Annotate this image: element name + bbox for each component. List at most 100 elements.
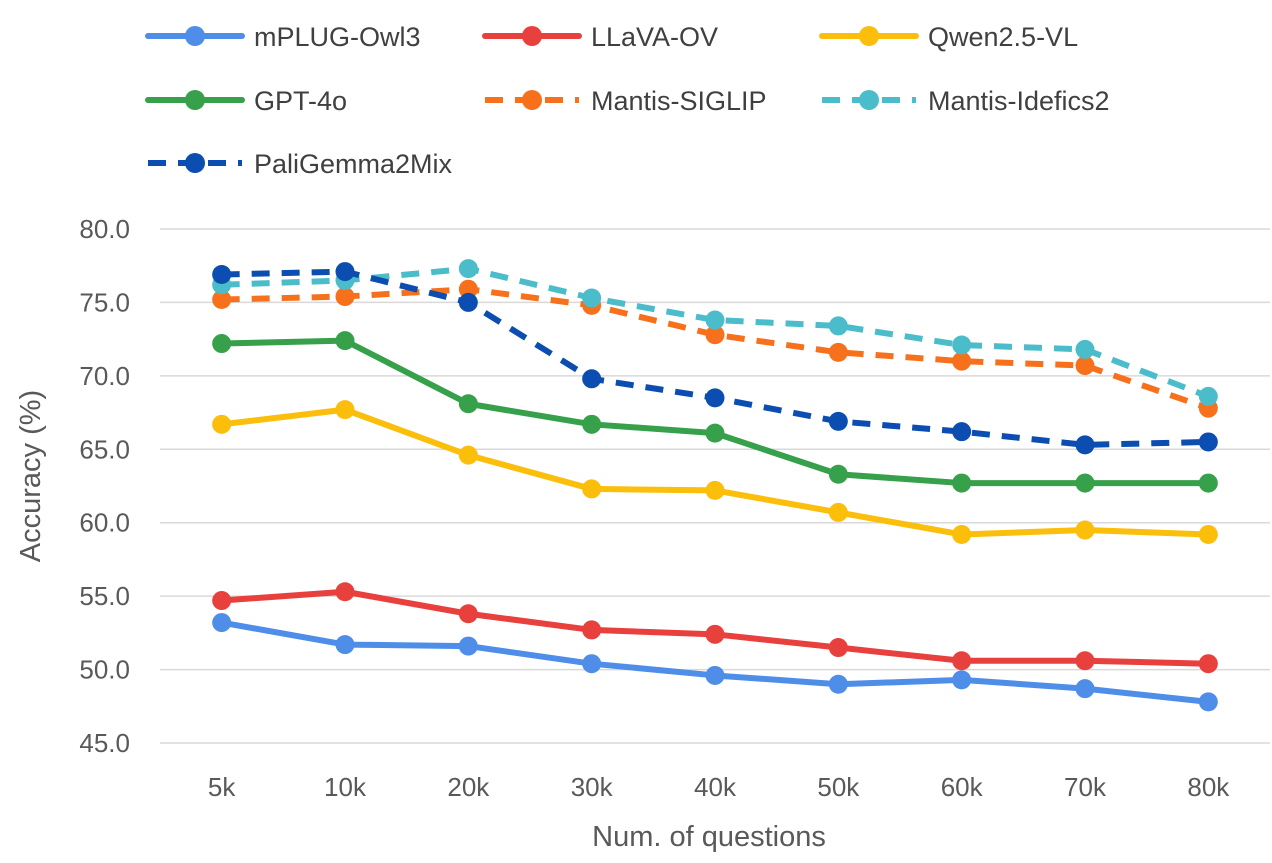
data-point <box>335 262 355 282</box>
data-point <box>952 524 972 544</box>
data-point <box>705 624 725 644</box>
data-point <box>582 654 602 674</box>
data-point <box>952 670 972 690</box>
legend-marker <box>185 90 205 110</box>
legend-label: mPLUG-Owl3 <box>254 22 421 52</box>
data-point <box>335 635 355 655</box>
data-point <box>952 351 972 371</box>
data-point <box>1075 339 1095 359</box>
data-point <box>952 651 972 671</box>
legend: mPLUG-Owl3 LLaVA-OV Qwen2.5-VL GPT-4o Mantis… <box>145 22 1110 179</box>
data-point <box>458 279 478 299</box>
data-point <box>828 316 848 336</box>
data-point <box>212 289 232 309</box>
data-point <box>828 674 848 694</box>
series-llava-ov <box>212 582 1218 674</box>
legend-label: Mantis-Idefics2 <box>928 86 1110 116</box>
series-line <box>221 286 1210 412</box>
x-axis-title: Num. of questions <box>592 821 826 853</box>
legend-marker <box>522 90 542 110</box>
series-line <box>221 265 1210 400</box>
legend-item: mPLUG-Owl3 <box>145 22 421 52</box>
data-point <box>212 613 232 633</box>
data-point <box>1075 473 1095 493</box>
legend-marker <box>859 90 879 110</box>
legend-marker <box>522 26 542 46</box>
data-point <box>582 479 602 499</box>
x-tick-label: 80k <box>1187 772 1230 802</box>
data-point <box>828 411 848 431</box>
series-mantis-siglip <box>212 279 1218 418</box>
data-point <box>1075 651 1095 671</box>
data-point <box>1198 386 1218 406</box>
x-tick-label: 5k <box>208 772 236 802</box>
x-tick-label: 10k <box>324 772 367 802</box>
data-point <box>1075 679 1095 699</box>
legend-label: LLaVA-OV <box>591 22 718 52</box>
data-point <box>582 369 602 389</box>
series-qwen2-5-vl <box>212 400 1218 544</box>
y-tick-label: 60.0 <box>79 508 130 538</box>
y-tick-label: 65.0 <box>79 434 130 464</box>
data-point <box>1198 654 1218 674</box>
data-point <box>458 445 478 465</box>
data-point <box>705 388 725 408</box>
legend-item: Mantis-SIGLIP <box>485 86 767 116</box>
x-tick-label: 40k <box>694 772 737 802</box>
data-point <box>1198 432 1218 452</box>
y-tick-label: 45.0 <box>79 728 130 758</box>
data-point <box>1198 473 1218 493</box>
legend-marker <box>185 153 205 173</box>
data-point <box>952 473 972 493</box>
data-point <box>828 464 848 484</box>
data-point <box>1198 524 1218 544</box>
data-point <box>582 288 602 308</box>
legend-item: Qwen2.5-VL <box>819 22 1078 52</box>
x-tick-label: 60k <box>941 772 984 802</box>
data-point <box>705 310 725 330</box>
legend-marker <box>185 26 205 46</box>
data-point <box>458 604 478 624</box>
data-point <box>705 665 725 685</box>
legend-item: Mantis-Idefics2 <box>822 86 1110 116</box>
series-gpt-4o <box>212 331 1218 493</box>
data-point <box>335 582 355 602</box>
legend-label: GPT-4o <box>254 86 347 116</box>
data-point <box>458 394 478 414</box>
x-tick-label: 50k <box>817 772 860 802</box>
x-axis-ticks: 5k 10k 20k 30k 40k 50k 60k 70k 80k <box>208 772 1230 802</box>
data-point <box>582 620 602 640</box>
x-tick-label: 20k <box>447 772 490 802</box>
legend-item: LLaVA-OV <box>482 22 718 52</box>
data-point <box>458 292 478 312</box>
data-point <box>828 342 848 362</box>
data-point <box>1198 692 1218 712</box>
data-point <box>828 502 848 522</box>
data-point <box>212 414 232 434</box>
x-tick-label: 30k <box>571 772 614 802</box>
y-tick-label: 50.0 <box>79 655 130 685</box>
data-point <box>212 265 232 285</box>
legend-item: PaliGemma2Mix <box>148 149 453 179</box>
data-point <box>335 331 355 351</box>
data-point <box>1075 435 1095 455</box>
y-tick-label: 70.0 <box>79 361 130 391</box>
data-point <box>828 638 848 658</box>
y-axis-ticks: 45.0 50.0 55.0 60.0 65.0 70.0 75.0 80.0 <box>79 214 130 758</box>
series-mplug-owl3 <box>212 613 1218 712</box>
data-point <box>335 400 355 420</box>
data-point <box>335 287 355 307</box>
series-lines <box>212 259 1218 712</box>
legend-label: Qwen2.5-VL <box>928 22 1078 52</box>
y-axis-title: Accuracy (%) <box>15 390 47 562</box>
data-point <box>705 480 725 500</box>
data-point <box>705 325 725 345</box>
data-point <box>1075 356 1095 376</box>
x-tick-label: 70k <box>1064 772 1107 802</box>
data-point <box>582 414 602 434</box>
legend-label: PaliGemma2Mix <box>254 149 453 179</box>
series-paligemma2mix <box>212 262 1218 455</box>
data-point <box>458 259 478 279</box>
data-point <box>952 335 972 355</box>
